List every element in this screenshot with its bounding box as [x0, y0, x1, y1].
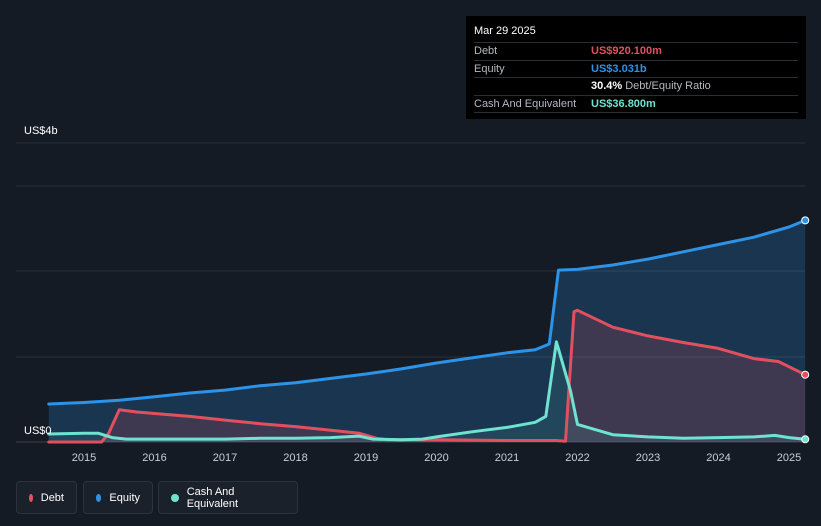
- equity-area: [48, 220, 806, 442]
- tooltip-cash-label: Cash And Equivalent: [474, 97, 577, 110]
- legend-equity-label: Equity: [109, 491, 140, 504]
- x-axis-ticks: 2015 2016 2017 2018 2019 2020 2021 2022 2023 2024…: [72, 452, 801, 464]
- x-tick-2018: 2018: [283, 452, 307, 464]
- cash-legend-dot: [171, 493, 179, 502]
- x-tick-2015: 2015: [72, 452, 96, 464]
- tooltip-cash-value: US$36.800m: [591, 97, 656, 110]
- tooltip-row-cash: Cash And Equivalent US$36.800m: [474, 94, 798, 113]
- legend-debt-label: Debt: [40, 491, 64, 504]
- series-areas: [48, 220, 806, 442]
- equity-legend-dot: [96, 493, 102, 502]
- x-tick-2020: 2020: [424, 452, 448, 464]
- y-axis-top-label: US$4b: [24, 125, 58, 137]
- data-tooltip: Mar 29 2025 Debt US$920.100m Equity US$3…: [466, 16, 806, 119]
- x-tick-2023: 2023: [636, 452, 660, 464]
- y-axis-bottom-label: US$0: [24, 425, 52, 437]
- tooltip-debt-label: Debt: [474, 45, 498, 57]
- legend-cash[interactable]: Cash And Equivalent: [158, 481, 298, 514]
- legend-equity[interactable]: Equity: [83, 481, 153, 514]
- series-lines: [47, 218, 807, 444]
- tooltip-ratio-value: 30.4%: [591, 80, 623, 92]
- x-tick-2016: 2016: [142, 452, 166, 464]
- tooltip-row-debt: Debt US$920.100m: [474, 42, 798, 60]
- cash-endpoint: [801, 435, 810, 444]
- tooltip-debt-value: US$920.100m: [591, 45, 662, 57]
- legend-debt[interactable]: Debt: [16, 481, 77, 514]
- tooltip-equity-label: Equity: [474, 62, 505, 75]
- x-tick-2021: 2021: [495, 452, 519, 464]
- x-tick-2017: 2017: [213, 452, 237, 464]
- tooltip-row-ratio: 30.4% Debt/Equity Ratio: [474, 77, 798, 95]
- equity-endpoint: [801, 216, 810, 225]
- x-tick-2019: 2019: [354, 452, 378, 464]
- x-tick-2024: 2024: [706, 452, 730, 464]
- debt-area: [48, 310, 806, 442]
- debt-endpoint: [801, 370, 810, 379]
- x-tick-2022: 2022: [565, 452, 589, 464]
- cash-line: [47, 340, 807, 442]
- gridlines: [16, 142, 805, 443]
- tooltip-row-equity: Equity US$3.031b: [474, 59, 798, 78]
- equity-line: [47, 218, 807, 406]
- tooltip-ratio-label: Debt/Equity Ratio: [625, 80, 711, 92]
- series-endpoints: [801, 216, 810, 444]
- legend-cash-label: Cash And Equivalent: [186, 485, 239, 510]
- x-tick-2025: 2025: [777, 452, 801, 464]
- tooltip-equity-value: US$3.031b: [591, 62, 647, 75]
- debt-legend-dot: [29, 493, 33, 502]
- tooltip-date: Mar 29 2025: [474, 25, 536, 37]
